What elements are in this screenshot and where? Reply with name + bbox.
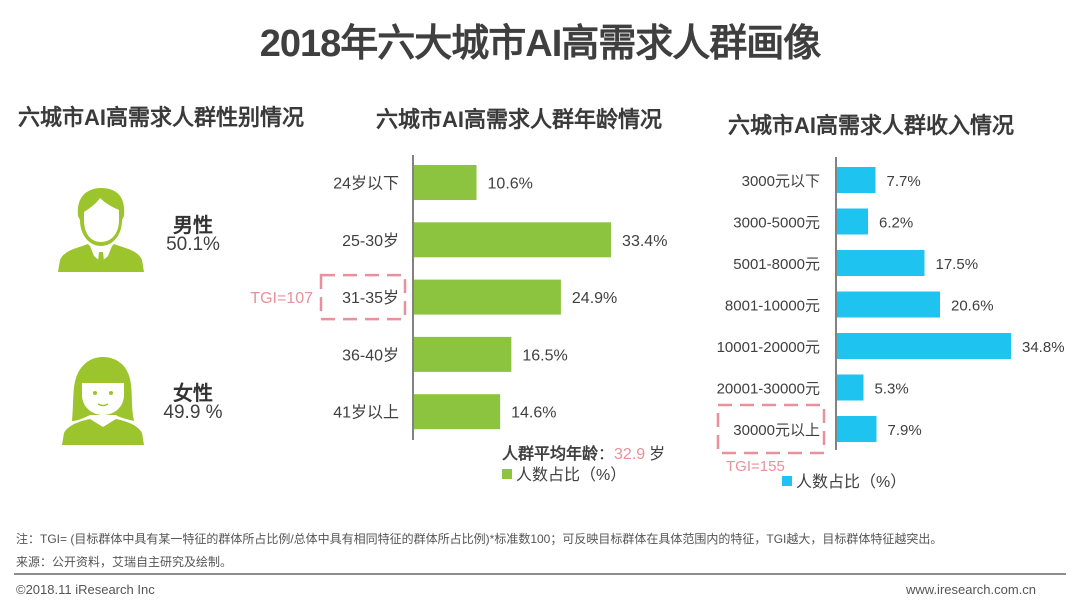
bar (837, 167, 876, 193)
bar (414, 165, 477, 200)
bar (837, 416, 877, 442)
bar (837, 208, 868, 235)
footer-source: 来源：公开资料，艾瑞自主研究及绘制。 (16, 555, 233, 569)
category-label: 25-30岁 (342, 232, 399, 250)
value-label: 6.2% (879, 215, 913, 232)
category-label: 3000元以下 (742, 173, 820, 190)
tgi-annotation: TGI=155 (726, 458, 785, 475)
income-section-title: 六城市AI高需求人群收入情况 (728, 113, 1015, 138)
highlight-box (319, 273, 407, 321)
tgi-annotation: TGI=107 (250, 290, 313, 307)
legend-swatch (502, 469, 512, 479)
legend-swatch (782, 476, 792, 486)
bar (414, 279, 561, 315)
bar (414, 336, 512, 372)
value-label: 10.6% (488, 176, 533, 193)
gender-section-title: 六城市AI高需求人群性别情况 (18, 105, 305, 130)
male-label: 男性 (173, 215, 213, 237)
age-chart: 24岁以下 10.6% 25-30岁 33.4% 31-35岁 24.9% TGI=107 3… (250, 155, 667, 484)
bar (837, 250, 925, 276)
category-label: 24岁以下 (333, 175, 399, 193)
category-label: 20001-30000元 (717, 381, 820, 398)
value-label: 33.4% (622, 233, 667, 250)
average-age-label: 人群平均年龄 (502, 444, 599, 463)
bar (837, 374, 864, 401)
value-label: 34.8% (1022, 339, 1065, 356)
category-label: 3000-5000元 (733, 215, 820, 232)
category-label: 36-40岁 (342, 346, 399, 364)
bar (414, 222, 612, 258)
website-link[interactable]: www.iresearch.com.cn (906, 582, 1037, 597)
category-label: 30000元以上 (733, 422, 820, 439)
category-label: 41岁以上 (333, 404, 399, 422)
value-label: 7.7% (887, 173, 921, 190)
value-label: 5.3% (875, 381, 909, 398)
legend-label: 人数占比（%） (516, 466, 626, 484)
legend-label: 人数占比（%） (796, 473, 906, 491)
highlight-box (716, 403, 826, 455)
category-label: 5001-8000元 (733, 256, 820, 273)
bar (837, 291, 940, 318)
category-label: 10001-20000元 (717, 339, 820, 356)
average-age-value: 32.9 (614, 446, 645, 463)
income-chart: 3000元以下 7.7% 3000-5000元 6.2% 5001-8000元 17.5%… (716, 157, 1065, 491)
category-label: 31-35岁 (342, 289, 399, 307)
value-label: 16.5% (522, 347, 567, 364)
average-age: 人群平均年龄：32.9 岁 (502, 444, 665, 463)
average-age-sep: ： (598, 446, 614, 463)
value-label: 24.9% (572, 290, 617, 307)
footer-note: 注：TGI= (目标群体中具有某一特征的群体所占比例/总体中具有相同特征的群体所… (16, 532, 943, 546)
male-person-icon (58, 188, 144, 272)
female-value: 49.9 % (163, 402, 223, 423)
bar (414, 394, 501, 430)
male-value: 50.1% (166, 234, 220, 255)
bar (837, 333, 1011, 359)
average-age-unit: 岁 (649, 445, 665, 463)
female-label: 女性 (173, 383, 213, 405)
age-section-title: 六城市AI高需求人群年龄情况 (376, 107, 663, 132)
copyright: ©2018.11 iResearch Inc (16, 582, 155, 597)
main-title: 2018年六大城市AI高需求人群画像 (259, 23, 822, 65)
category-label: 8001-10000元 (725, 298, 820, 315)
value-label: 20.6% (951, 298, 994, 315)
value-label: 14.6% (511, 405, 556, 422)
value-label: 7.9% (888, 422, 922, 439)
female-person-icon (62, 357, 144, 445)
value-label: 17.5% (936, 256, 979, 273)
footer-divider (14, 573, 1066, 575)
